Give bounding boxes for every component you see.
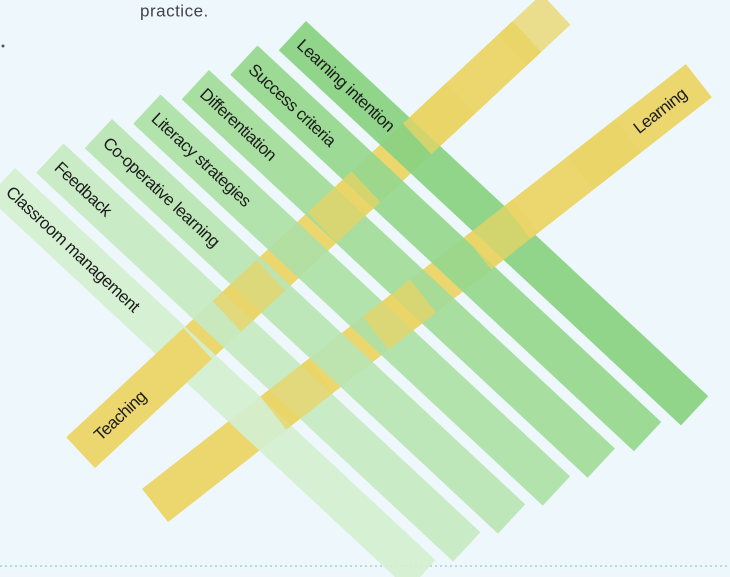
diagram: practice. Classroom managementFeedbackCo…	[0, 0, 730, 577]
header-text: practice.	[140, 1, 209, 20]
dot	[2, 45, 5, 48]
